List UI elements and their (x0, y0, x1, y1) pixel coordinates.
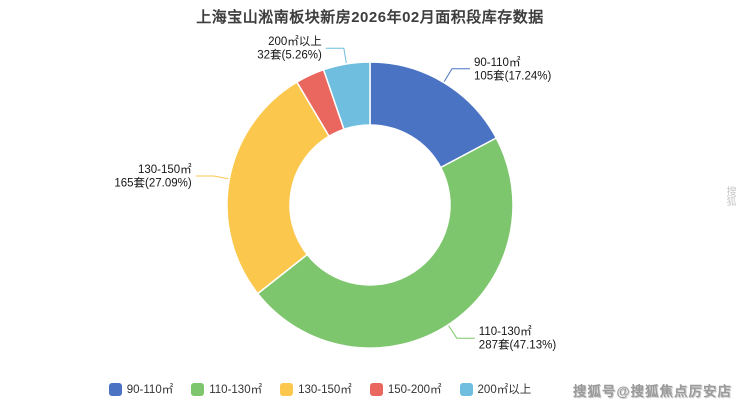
legend-label: 110-130㎡ (209, 384, 263, 396)
legend-marker (459, 382, 473, 396)
legend-marker (369, 382, 383, 396)
legend-item-1[interactable]: 110-130㎡ (191, 381, 262, 397)
pie-slice-1[interactable] (256, 136, 514, 349)
chart-title: 上海宝山淞南板块新房2026年02月面积段库存数据 (196, 9, 544, 26)
legend-item-0[interactable]: 90-110㎡ (108, 381, 174, 397)
legend-marker (191, 382, 205, 396)
legend-item-3[interactable]: 150-200㎡ (369, 381, 442, 397)
slice-callout-line-0 (443, 68, 470, 82)
legend-item-2[interactable]: 130-150㎡ (280, 381, 352, 397)
legend-item-4[interactable]: 200㎡以上 (459, 381, 532, 397)
slice-callout-line-2 (195, 175, 229, 180)
legend-label: 150-200㎡ (387, 384, 442, 396)
slice-callout-label-4: 200㎡以上 32套(5.26%) (257, 35, 322, 62)
slice-callout-label-0: 90-110㎡ 105套(17.24%) (474, 56, 552, 83)
legend: 90-110㎡ 110-130㎡ 130-150㎡ 150-200㎡ 200㎡以上 (0, 381, 640, 397)
edge-watermark: 搜狐 (724, 186, 735, 206)
legend-marker (108, 382, 122, 396)
legend-marker (280, 382, 294, 396)
slice-callout-label-1: 110-130㎡ 287套(47.13%) (479, 325, 557, 352)
legend-label: 200㎡以上 (477, 384, 532, 396)
legend-label: 130-150㎡ (298, 384, 352, 396)
legend-label: 90-110㎡ (126, 384, 174, 396)
slice-callout-line-1 (448, 325, 475, 339)
pie-slice-2[interactable] (226, 81, 331, 295)
watermark: 搜狐号@搜狐焦点厉安店 (572, 384, 732, 399)
pie-slice-4[interactable] (322, 61, 371, 131)
slice-callout-label-2: 130-150㎡ 165套(27.09%) (114, 163, 192, 190)
slice-callout-line-4 (325, 47, 347, 64)
